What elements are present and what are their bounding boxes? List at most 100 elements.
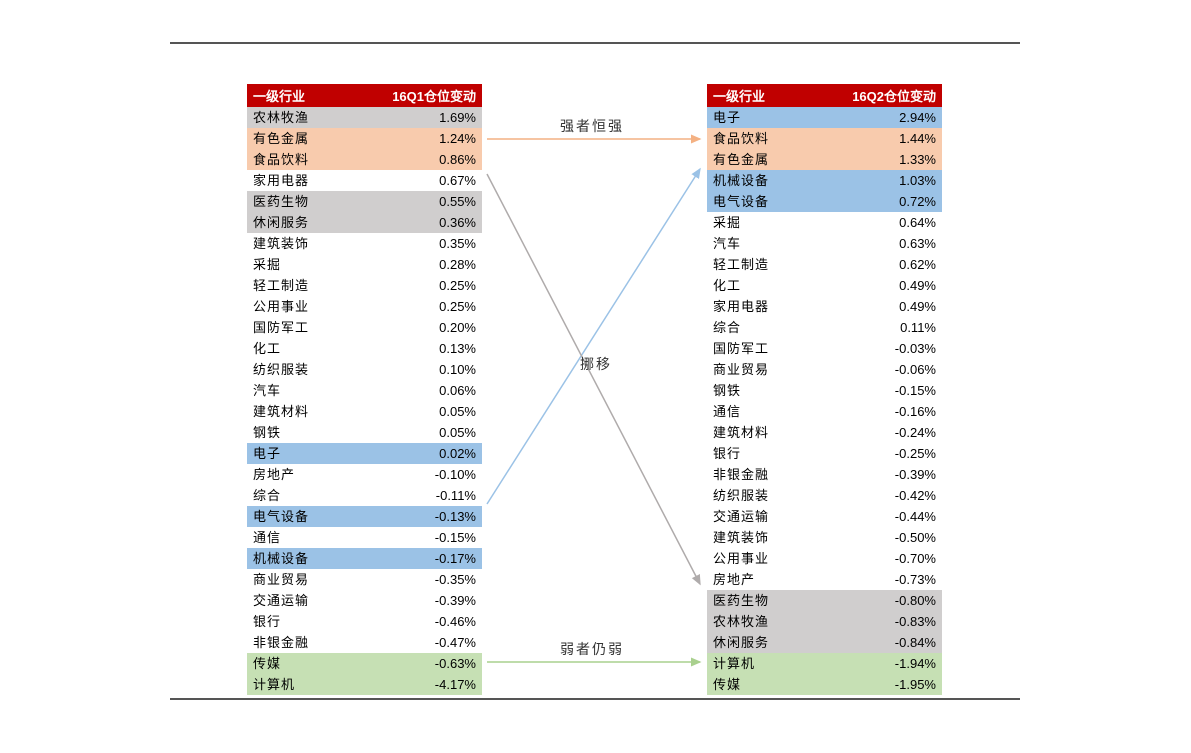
left-name: 轻工制造 bbox=[247, 275, 345, 296]
right-row: 通信-0.16% bbox=[707, 401, 942, 422]
right-name: 电子 bbox=[707, 107, 805, 128]
left-val: 0.13% bbox=[345, 338, 482, 359]
rule-top bbox=[170, 42, 1020, 44]
left-name: 钢铁 bbox=[247, 422, 345, 443]
left-val: 0.25% bbox=[345, 275, 482, 296]
right-val: 1.44% bbox=[805, 128, 942, 149]
right-name: 计算机 bbox=[707, 653, 805, 674]
left-name: 有色金属 bbox=[247, 128, 345, 149]
left-row: 交通运输-0.39% bbox=[247, 590, 482, 611]
right-name: 银行 bbox=[707, 443, 805, 464]
left-name: 机械设备 bbox=[247, 548, 345, 569]
connector-svg bbox=[482, 84, 707, 684]
left-name: 传媒 bbox=[247, 653, 345, 674]
left-name: 食品饮料 bbox=[247, 149, 345, 170]
right-val: -0.39% bbox=[805, 464, 942, 485]
right-row: 交通运输-0.44% bbox=[707, 506, 942, 527]
right-val: -1.94% bbox=[805, 653, 942, 674]
left-name: 商业贸易 bbox=[247, 569, 345, 590]
left-row: 计算机-4.17% bbox=[247, 674, 482, 695]
left-row: 家用电器0.67% bbox=[247, 170, 482, 191]
left-row: 电气设备-0.13% bbox=[247, 506, 482, 527]
left-name: 纺织服装 bbox=[247, 359, 345, 380]
right-val: 0.72% bbox=[805, 191, 942, 212]
right-val: -0.03% bbox=[805, 338, 942, 359]
left-val: -0.35% bbox=[345, 569, 482, 590]
tables-wrap: 一级行业 16Q1仓位变动 农林牧渔1.69%有色金属1.24%食品饮料0.86… bbox=[247, 84, 942, 695]
left-val: 0.35% bbox=[345, 233, 482, 254]
left-val: 0.06% bbox=[345, 380, 482, 401]
right-name: 房地产 bbox=[707, 569, 805, 590]
left-row: 轻工制造0.25% bbox=[247, 275, 482, 296]
left-val: -0.15% bbox=[345, 527, 482, 548]
right-val: 0.62% bbox=[805, 254, 942, 275]
right-row: 轻工制造0.62% bbox=[707, 254, 942, 275]
left-row: 公用事业0.25% bbox=[247, 296, 482, 317]
label-strong: 强者恒强 bbox=[560, 116, 624, 136]
right-name: 医药生物 bbox=[707, 590, 805, 611]
right-val: -0.50% bbox=[805, 527, 942, 548]
left-val: 1.69% bbox=[345, 107, 482, 128]
right-row: 农林牧渔-0.83% bbox=[707, 611, 942, 632]
left-row: 休闲服务0.36% bbox=[247, 212, 482, 233]
left-name: 交通运输 bbox=[247, 590, 345, 611]
right-val: -0.83% bbox=[805, 611, 942, 632]
right-row: 商业贸易-0.06% bbox=[707, 359, 942, 380]
right-row: 国防军工-0.03% bbox=[707, 338, 942, 359]
left-name: 非银金融 bbox=[247, 632, 345, 653]
left-val: 0.25% bbox=[345, 296, 482, 317]
right-row: 计算机-1.94% bbox=[707, 653, 942, 674]
left-row: 通信-0.15% bbox=[247, 527, 482, 548]
left-name: 家用电器 bbox=[247, 170, 345, 191]
right-name: 交通运输 bbox=[707, 506, 805, 527]
right-val: -0.42% bbox=[805, 485, 942, 506]
left-name: 电子 bbox=[247, 443, 345, 464]
left-name: 建筑装饰 bbox=[247, 233, 345, 254]
right-val: -0.16% bbox=[805, 401, 942, 422]
left-row: 化工0.13% bbox=[247, 338, 482, 359]
right-row: 综合0.11% bbox=[707, 317, 942, 338]
right-name: 食品饮料 bbox=[707, 128, 805, 149]
right-name: 非银金融 bbox=[707, 464, 805, 485]
right-row: 采掘0.64% bbox=[707, 212, 942, 233]
right-val: 1.33% bbox=[805, 149, 942, 170]
right-val: -0.25% bbox=[805, 443, 942, 464]
right-row: 机械设备1.03% bbox=[707, 170, 942, 191]
left-val: -0.10% bbox=[345, 464, 482, 485]
right-val: -0.70% bbox=[805, 548, 942, 569]
right-name: 建筑装饰 bbox=[707, 527, 805, 548]
right-name: 纺织服装 bbox=[707, 485, 805, 506]
left-val: 0.02% bbox=[345, 443, 482, 464]
left-row: 国防军工0.20% bbox=[247, 317, 482, 338]
left-name: 银行 bbox=[247, 611, 345, 632]
right-row: 医药生物-0.80% bbox=[707, 590, 942, 611]
right-row: 传媒-1.95% bbox=[707, 674, 942, 695]
left-row: 银行-0.46% bbox=[247, 611, 482, 632]
left-val: -0.11% bbox=[345, 485, 482, 506]
left-name: 农林牧渔 bbox=[247, 107, 345, 128]
left-row: 农林牧渔1.69% bbox=[247, 107, 482, 128]
left-val: 0.86% bbox=[345, 149, 482, 170]
right-row: 公用事业-0.70% bbox=[707, 548, 942, 569]
right-name: 化工 bbox=[707, 275, 805, 296]
left-row: 商业贸易-0.35% bbox=[247, 569, 482, 590]
left-name: 计算机 bbox=[247, 674, 345, 695]
q1-header-name: 一级行业 bbox=[247, 84, 345, 107]
right-row: 电子2.94% bbox=[707, 107, 942, 128]
rule-bottom bbox=[170, 698, 1020, 700]
left-name: 电气设备 bbox=[247, 506, 345, 527]
right-val: -0.73% bbox=[805, 569, 942, 590]
right-val: -1.95% bbox=[805, 674, 942, 695]
connector-gap: 强者恒强 挪移 弱者仍弱 bbox=[482, 84, 707, 695]
right-row: 非银金融-0.39% bbox=[707, 464, 942, 485]
left-name: 建筑材料 bbox=[247, 401, 345, 422]
right-row: 建筑材料-0.24% bbox=[707, 422, 942, 443]
page: 一级行业 16Q1仓位变动 农林牧渔1.69%有色金属1.24%食品饮料0.86… bbox=[0, 0, 1191, 753]
right-name: 电气设备 bbox=[707, 191, 805, 212]
right-val: 0.49% bbox=[805, 296, 942, 317]
left-val: 0.05% bbox=[345, 422, 482, 443]
left-row: 房地产-0.10% bbox=[247, 464, 482, 485]
right-val: -0.15% bbox=[805, 380, 942, 401]
left-val: 0.28% bbox=[345, 254, 482, 275]
right-row: 化工0.49% bbox=[707, 275, 942, 296]
